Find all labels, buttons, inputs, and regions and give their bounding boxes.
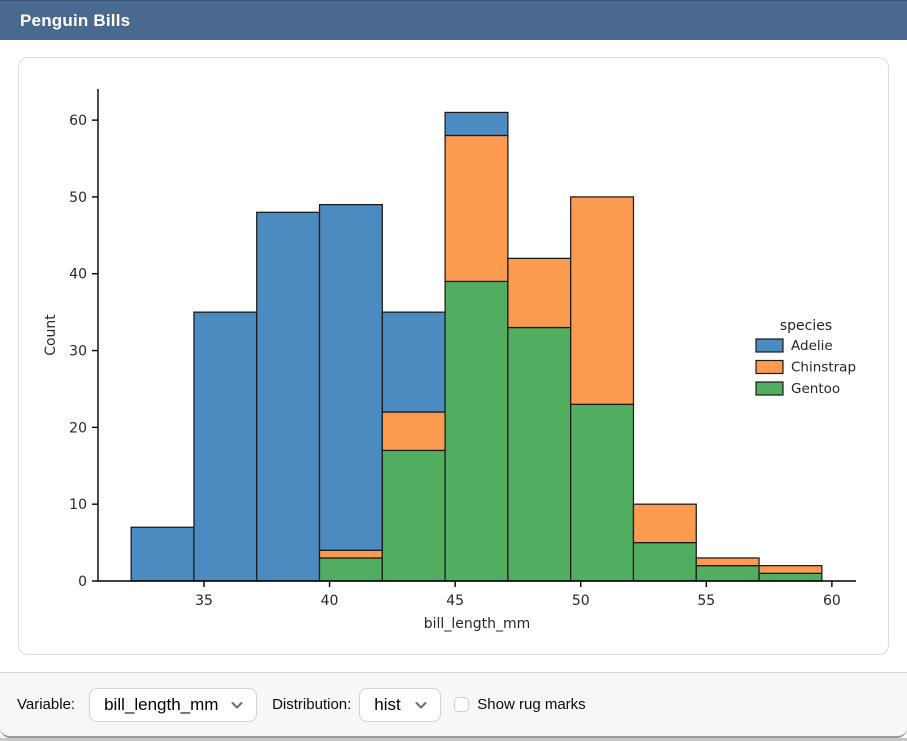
chevron-down-icon xyxy=(231,701,243,708)
svg-text:species: species xyxy=(780,318,832,334)
control-bar: Variable: bill_length_mm Distribution: h… xyxy=(0,672,907,738)
svg-text:40: 40 xyxy=(321,593,339,609)
svg-text:10: 10 xyxy=(69,497,87,513)
chart-panel: 35 40 45 50 55 60 0 10 20 30 40 50 60 bill_length_mm C… xyxy=(18,57,889,655)
page-title: Penguin Bills xyxy=(20,10,131,30)
svg-text:Adelie: Adelie xyxy=(791,338,833,354)
main-area: 35 40 45 50 55 60 0 10 20 30 40 50 60 bill_length_mm C… xyxy=(0,40,907,672)
svg-text:60: 60 xyxy=(69,113,87,129)
svg-text:Count: Count xyxy=(43,314,59,356)
svg-text:bill_length_mm: bill_length_mm xyxy=(424,616,530,632)
svg-text:55: 55 xyxy=(697,593,715,609)
svg-text:Chinstrap: Chinstrap xyxy=(791,360,856,376)
svg-text:50: 50 xyxy=(572,593,590,609)
svg-text:Gentoo: Gentoo xyxy=(791,381,840,397)
title-bar: Penguin Bills xyxy=(0,0,907,40)
rug-checkbox-group: Show rug marks xyxy=(454,696,586,713)
histogram-chart: 35 40 45 50 55 60 0 10 20 30 40 50 60 bill_length_mm C… xyxy=(43,89,856,632)
svg-text:40: 40 xyxy=(69,267,87,283)
distribution-label: Distribution: xyxy=(272,696,352,713)
svg-text:45: 45 xyxy=(446,593,464,609)
svg-text:50: 50 xyxy=(69,190,87,206)
svg-text:30: 30 xyxy=(69,344,87,360)
variable-select[interactable]: bill_length_mm xyxy=(89,687,258,722)
svg-text:20: 20 xyxy=(69,420,87,436)
svg-text:35: 35 xyxy=(195,593,213,609)
distribution-select-value: hist xyxy=(374,694,401,714)
window-bottom-edge xyxy=(0,738,907,741)
svg-text:0: 0 xyxy=(78,574,87,590)
variable-select-value: bill_length_mm xyxy=(104,694,219,714)
rug-checkbox-label[interactable]: Show rug marks xyxy=(477,696,586,713)
svg-text:60: 60 xyxy=(823,593,841,609)
rug-checkbox[interactable] xyxy=(454,697,470,712)
variable-label: Variable: xyxy=(17,696,76,713)
chevron-down-icon xyxy=(415,701,427,708)
distribution-select[interactable]: hist xyxy=(359,687,442,722)
